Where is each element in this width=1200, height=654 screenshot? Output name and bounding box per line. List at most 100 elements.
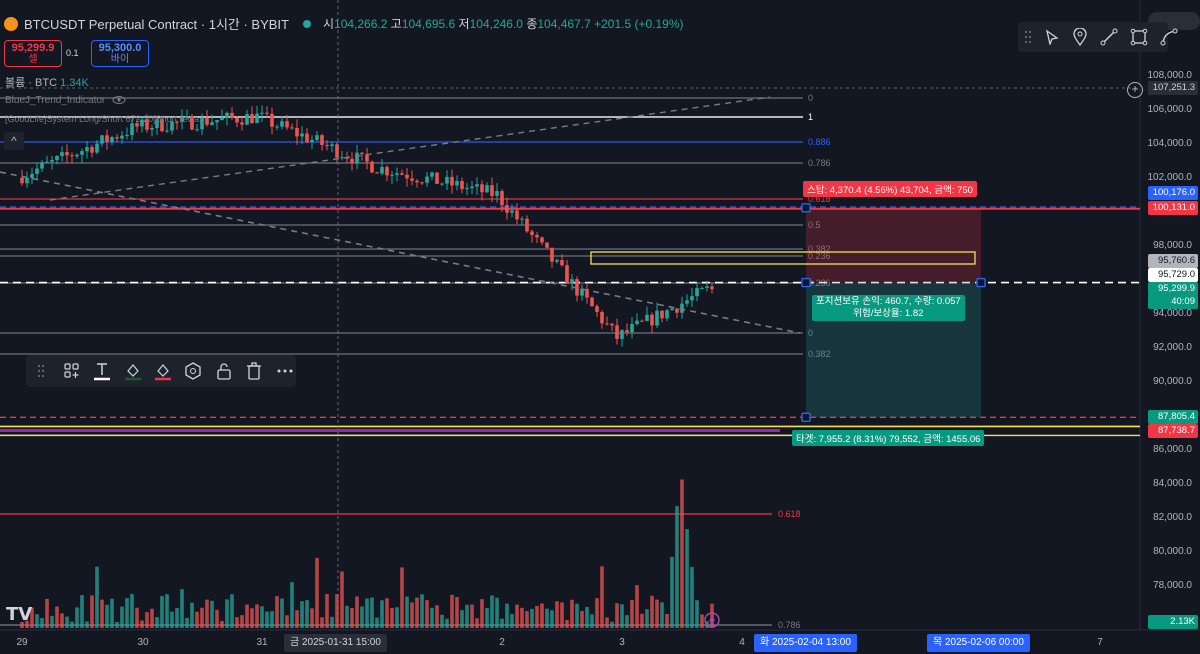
- candle-body: [155, 119, 159, 129]
- candle-body: [505, 205, 509, 213]
- volume-bar: [315, 557, 319, 628]
- candle-body: [710, 286, 714, 290]
- fib-level-label: 0.236: [808, 251, 831, 261]
- volume-bar: [455, 597, 459, 628]
- price-axis-label: 90,000.0: [1153, 376, 1192, 387]
- drag-handle-icon[interactable]: [1024, 27, 1032, 47]
- indicator-system-legend[interactable]: [GoodLife]System Long/Short 672 20[Short…: [5, 114, 207, 124]
- target-price-tag: 87,805.4: [1148, 410, 1198, 424]
- candle-body: [315, 135, 319, 140]
- volume-bar: [295, 610, 299, 628]
- candle-body: [450, 176, 454, 186]
- line-color-icon[interactable]: [152, 359, 174, 383]
- volume-bar: [115, 621, 119, 628]
- volume-bar: [710, 603, 714, 628]
- template-icon[interactable]: [60, 359, 82, 383]
- sell-button[interactable]: 95,299.9 셀: [4, 40, 62, 67]
- volume-bar: [355, 596, 359, 628]
- symbol-title[interactable]: BTCUSDT Perpetual Contract · 1시간 · BYBIT: [24, 17, 289, 32]
- candle-body: [390, 174, 394, 176]
- volume-bar: [670, 556, 674, 628]
- rectangle-tool-icon[interactable]: [1130, 27, 1148, 47]
- volume-bar: [625, 615, 629, 628]
- candle-body: [375, 172, 379, 174]
- candle-body: [490, 185, 494, 196]
- candle-body: [320, 135, 324, 145]
- volume-bar: [465, 604, 469, 628]
- volume-bar: [135, 607, 139, 628]
- position-handle: [976, 277, 986, 288]
- volume-legend[interactable]: 볼륨 · BTC 1.34K: [5, 77, 89, 89]
- candle-body: [170, 121, 174, 131]
- descending-trendline: [0, 171, 801, 334]
- volume-bar: [495, 597, 499, 628]
- candle-body: [105, 135, 109, 142]
- tradingview-logo-icon[interactable]: TV: [6, 604, 33, 625]
- lock-icon[interactable]: [213, 359, 235, 383]
- candle-body: [705, 286, 709, 288]
- alert-icon[interactable]: [704, 612, 720, 628]
- text-tool-icon[interactable]: [91, 359, 113, 383]
- line-tool-icon[interactable]: [1100, 27, 1118, 47]
- candle-body: [245, 114, 249, 125]
- candle-body: [550, 247, 554, 262]
- stop-zone: [806, 207, 981, 283]
- collapse-legend-button[interactable]: ^: [4, 132, 24, 150]
- candle-body: [260, 112, 264, 114]
- volume-bar: [460, 610, 464, 628]
- volume-bar: [425, 600, 429, 628]
- candle-body: [215, 120, 219, 123]
- candle-body: [440, 183, 444, 185]
- candle-body: [230, 112, 234, 118]
- volume-bar: [595, 598, 599, 628]
- candle-body: [50, 160, 54, 162]
- fib-level-label: 0.618: [808, 194, 831, 204]
- crosshair-price-tag: 107,251.3: [1148, 81, 1198, 95]
- pin-icon[interactable]: [1072, 27, 1088, 47]
- target-label[interactable]: 타겟: 7,955.2 (8.31%) 79,552, 금액: 1455.06: [792, 430, 985, 446]
- volume-bar: [485, 607, 489, 628]
- candle-body: [680, 303, 684, 313]
- indicator-trend-legend[interactable]: BlueJ_Trend_Indicator: [5, 95, 126, 106]
- trash-icon[interactable]: [243, 359, 265, 383]
- candle-body: [655, 310, 659, 326]
- stop-loss-label[interactable]: 스탑: 4,370.4 (4.56%) 43,704, 금액: 750: [803, 181, 977, 197]
- time-axis-label: 3: [619, 637, 625, 648]
- pnl-label[interactable]: 포지션보유 손익: 460.7, 수량: 0.057 위험/보상율: 1.82: [812, 295, 965, 321]
- buy-button[interactable]: 95,300.0 바이: [91, 40, 149, 67]
- volume-bar: [440, 614, 444, 628]
- fib-level-label: 0.382: [808, 244, 831, 254]
- fill-color-icon[interactable]: [121, 359, 143, 383]
- volume-bar: [490, 595, 494, 628]
- candle-body: [95, 143, 99, 153]
- position-handle: [801, 203, 811, 213]
- candle-body: [255, 113, 259, 123]
- fib-level-label: 0: [808, 93, 813, 103]
- candle-body: [110, 137, 114, 142]
- candle-body: [205, 117, 209, 125]
- ascending-trendline: [49, 96, 771, 201]
- candle-body: [475, 184, 479, 187]
- current-price-tag: 95,299.9: [1148, 282, 1198, 296]
- candle-body: [300, 133, 304, 137]
- curve-tool-icon[interactable]: [1160, 27, 1178, 47]
- volume-bar: [110, 598, 114, 628]
- volume-bar: [415, 597, 419, 628]
- cursor-icon[interactable]: [1044, 27, 1060, 47]
- more-icon[interactable]: [274, 359, 296, 383]
- stop-price-tag: 100,131.0: [1148, 201, 1198, 215]
- candle-body: [310, 139, 314, 143]
- price-axis-label: 92,000.0: [1153, 342, 1192, 353]
- settings-hex-icon[interactable]: [182, 359, 204, 383]
- volume-fib-label: 0.618: [778, 509, 801, 519]
- candle-body: [325, 144, 329, 146]
- volume-bar: [635, 585, 639, 628]
- volume-bar: [645, 609, 649, 628]
- volume-bar: [160, 596, 164, 628]
- add-alert-plus-icon[interactable]: +: [1127, 82, 1143, 98]
- eye-icon[interactable]: [112, 95, 126, 105]
- volume-bar: [585, 606, 589, 628]
- drag-handle-icon[interactable]: [30, 359, 52, 383]
- candle-body: [430, 172, 434, 177]
